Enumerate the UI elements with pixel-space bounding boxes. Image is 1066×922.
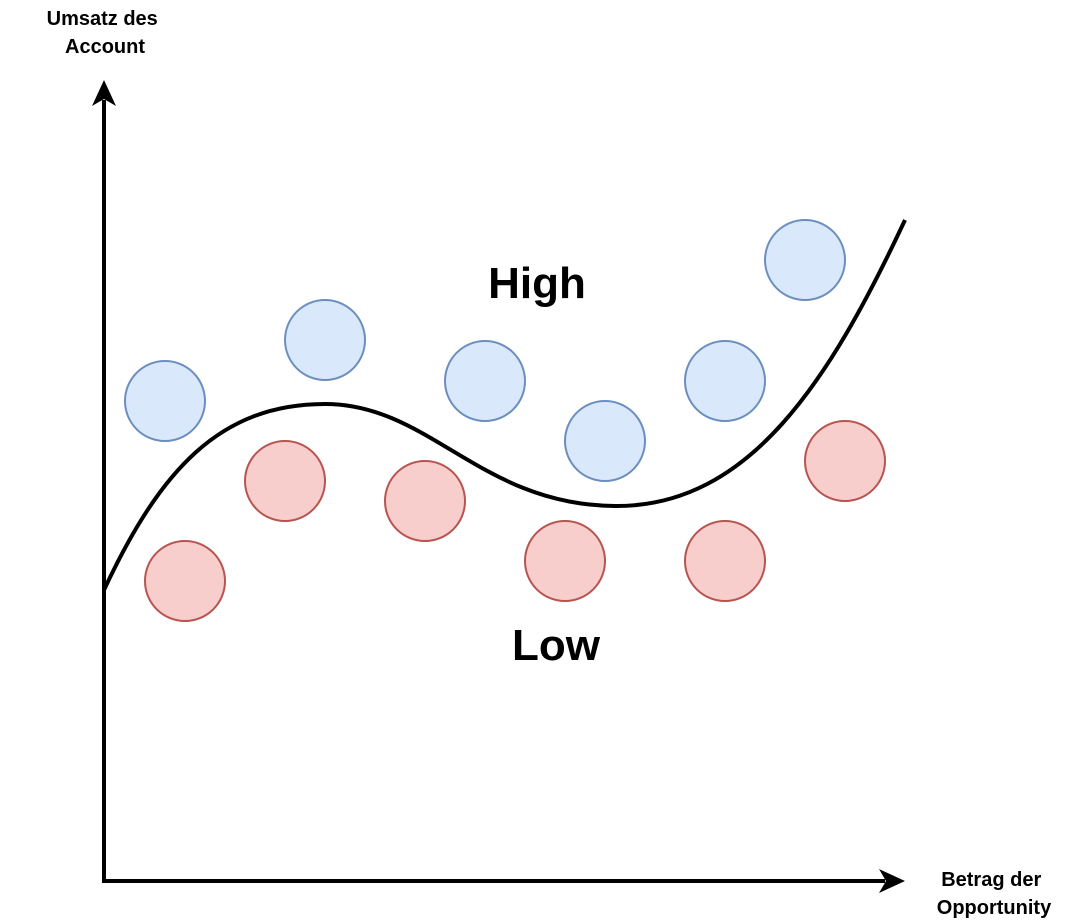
high-region-label: High [488,259,586,308]
high-point [764,219,846,301]
decision-boundary-curve [102,219,907,591]
low-class-points [144,420,886,622]
high-point [284,299,366,381]
y-axis-title-line-2: Account [65,36,145,58]
low-point [384,460,466,542]
low-point [804,420,886,502]
low-point [524,520,606,602]
x-axis-arrow-icon [879,869,905,893]
high-point [444,340,526,422]
x-axis-title-line-1: Betrag der [941,869,1041,891]
low-region-label: Low [512,621,601,670]
low-point [144,540,226,622]
low-point [684,520,766,602]
high-point [684,340,766,422]
y-axis-arrow-icon [92,80,116,106]
y-axis-title: Umsatz des Account [47,8,164,58]
x-axis-title: Betrag der Opportunity [937,869,1052,919]
high-point [124,360,206,442]
low-point [244,440,326,522]
x-axis-title-line-2: Opportunity [937,897,1052,919]
high-point [564,400,646,482]
y-axis-title-line-1: Umsatz des [47,8,158,30]
high-class-points [124,219,846,482]
